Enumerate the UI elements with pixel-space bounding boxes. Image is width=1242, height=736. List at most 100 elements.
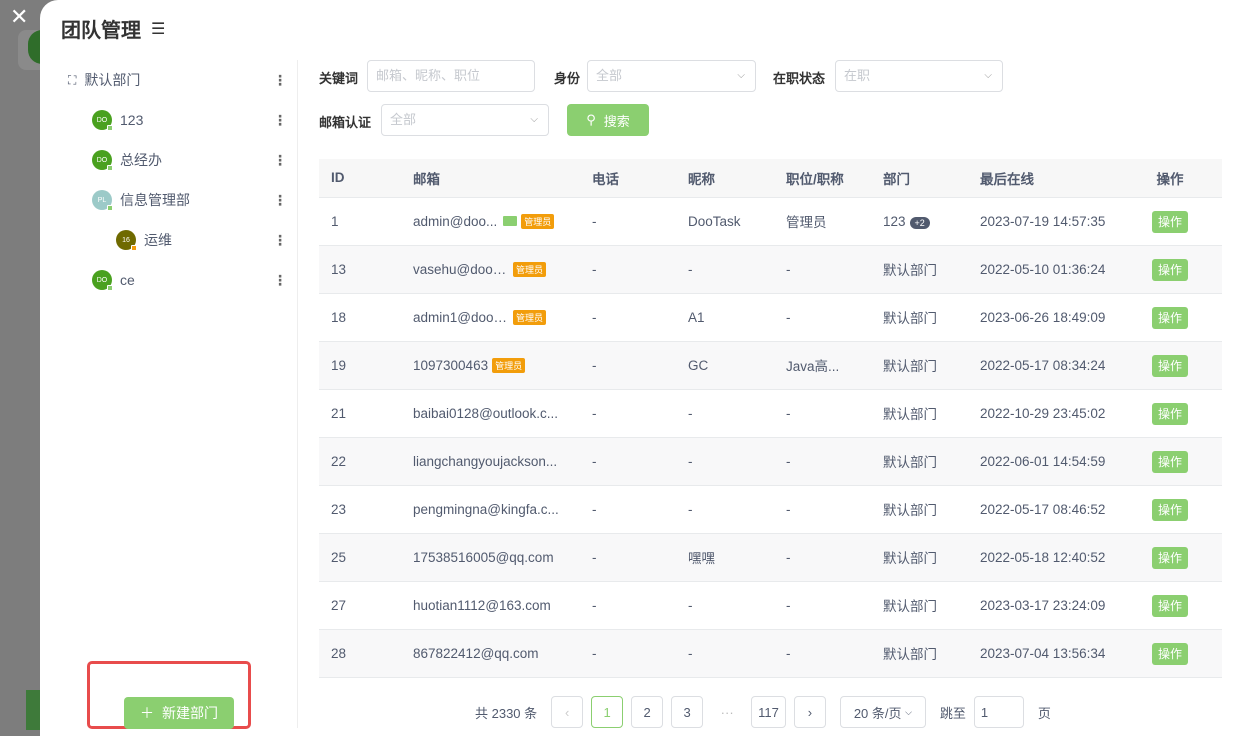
- sidebar-item-department[interactable]: DO ce ⋮: [92, 268, 287, 292]
- title-text: 团队管理: [61, 20, 141, 42]
- close-icon[interactable]: ✕: [10, 4, 29, 29]
- operate-button[interactable]: 操作: [1151, 210, 1188, 233]
- action-cell: 操作: [1118, 197, 1222, 246]
- operate-button[interactable]: 操作: [1151, 306, 1188, 329]
- avatar: DO: [92, 150, 113, 171]
- department-text: 默认部门: [883, 311, 937, 326]
- department-cell: 默认部门: [871, 245, 968, 294]
- background-button: [26, 690, 40, 730]
- identity-select[interactable]: 全部 ⌵: [587, 60, 756, 92]
- pagination-ellipsis[interactable]: ···: [720, 704, 734, 720]
- last-online-cell: 2023-07-04 13:56:34: [968, 629, 1118, 678]
- id-cell: 21: [319, 389, 401, 438]
- email-text: 867822412@qq.com: [413, 645, 539, 661]
- status-select[interactable]: 在职 ⌵: [835, 60, 1003, 92]
- new-department-button[interactable]: ＋ 新建部门: [124, 697, 234, 729]
- more-options-icon[interactable]: ⋮: [273, 151, 287, 168]
- sidebar-item-department[interactable]: PL 信息管理部 ⋮: [92, 188, 287, 212]
- department-text: 默认部门: [883, 359, 937, 374]
- nickname-cell: DooTask: [676, 197, 774, 246]
- search-button[interactable]: ⚲ 搜索: [567, 104, 649, 136]
- mail-verified-icon: [503, 216, 518, 227]
- department-cell: 默认部门: [871, 629, 968, 678]
- email-verify-select[interactable]: 全部 ⌵: [381, 104, 549, 136]
- more-options-icon[interactable]: ⋮: [273, 71, 287, 88]
- last-online-cell: 2022-06-01 14:54:59: [968, 437, 1118, 486]
- sidebar-item-department[interactable]: ⛶ 默认部门 ⋮: [68, 68, 287, 92]
- page-button[interactable]: 3: [671, 696, 704, 728]
- prev-page-button[interactable]: ‹: [551, 696, 584, 728]
- phone-cell: -: [580, 533, 676, 582]
- page-size-select[interactable]: 20 条/页 ⌵: [839, 696, 926, 728]
- action-cell: 操作: [1118, 437, 1222, 486]
- menu-toggle-icon[interactable]: ☰: [151, 20, 166, 38]
- id-cell: 1: [319, 197, 401, 246]
- action-cell: 操作: [1118, 533, 1222, 582]
- column-header: ID: [319, 159, 401, 198]
- column-header: 最后在线: [968, 159, 1118, 198]
- sidebar-item-department[interactable]: DO 总经办 ⋮: [92, 148, 287, 172]
- nickname-cell: GC: [676, 341, 774, 390]
- keyword-input[interactable]: 邮箱、昵称、职位: [367, 60, 535, 92]
- email-cell: pengmingna@kingfa.c...: [401, 485, 580, 534]
- action-cell: 操作: [1118, 293, 1222, 342]
- email-cell: 867822412@qq.com: [401, 629, 580, 678]
- more-options-icon[interactable]: ⋮: [273, 271, 287, 288]
- new-dept-label: 新建部门: [162, 705, 218, 721]
- operate-button[interactable]: 操作: [1151, 642, 1188, 665]
- more-options-icon[interactable]: ⋮: [273, 111, 287, 128]
- operate-button[interactable]: 操作: [1151, 450, 1188, 473]
- email-text: pengmingna@kingfa.c...: [413, 501, 559, 517]
- email-cell: 17538516005@qq.com: [401, 533, 580, 582]
- status-value: 在职: [844, 68, 871, 83]
- operate-button[interactable]: 操作: [1151, 546, 1188, 569]
- position-cell: 管理员: [774, 197, 871, 246]
- chevron-down-icon: ⌵: [737, 70, 745, 81]
- admin-tag: 管理员: [513, 261, 547, 277]
- avatar-text: PL: [97, 196, 107, 204]
- sidebar-item-department[interactable]: DO 123 ⋮: [92, 108, 287, 132]
- operate-button[interactable]: 操作: [1151, 498, 1188, 521]
- email-cell: admin1@doota... 管理员: [401, 293, 580, 342]
- operate-button[interactable]: 操作: [1151, 354, 1188, 377]
- jump-input[interactable]: 1: [973, 696, 1024, 728]
- department-text: 默认部门: [883, 551, 937, 566]
- department-sidebar: ⛶ 默认部门 ⋮ DO 123 ⋮ DO 总经办 ⋮ PL 信息管理部 ⋮ 16 运维 ⋮ DO ce ⋮: [60, 60, 298, 728]
- operate-button[interactable]: 操作: [1151, 594, 1188, 617]
- operate-button[interactable]: 操作: [1151, 402, 1188, 425]
- sidebar-item-department[interactable]: 16 运维 ⋮: [116, 228, 287, 252]
- email-text: huotian1112@163.com: [413, 597, 551, 613]
- avatar-text: 16: [122, 236, 130, 244]
- id-cell: 18: [319, 293, 401, 342]
- email-text: admin1@doota...: [413, 309, 509, 325]
- department-label: 总经办: [120, 152, 162, 168]
- department-label: 默认部门: [84, 72, 141, 88]
- phone-cell: -: [580, 293, 676, 342]
- search-label: 搜索: [603, 113, 630, 129]
- department-cell: 默认部门: [871, 533, 968, 582]
- more-options-icon[interactable]: ⋮: [273, 191, 287, 208]
- page-button[interactable]: 2: [631, 696, 664, 728]
- email-cell: admin@doo... 管理员: [401, 197, 580, 246]
- department-text: 默认部门: [883, 647, 937, 662]
- nickname-cell: 嘿嘿: [676, 533, 774, 582]
- operate-button[interactable]: 操作: [1151, 258, 1188, 281]
- email-cell: liangchangyoujackson...: [401, 437, 580, 486]
- nickname-cell: -: [676, 629, 774, 678]
- avatar-text: DO: [96, 156, 108, 164]
- next-page-button[interactable]: ›: [793, 696, 826, 728]
- id-cell: 27: [319, 581, 401, 630]
- action-cell: 操作: [1118, 341, 1222, 390]
- more-options-icon[interactable]: ⋮: [273, 231, 287, 248]
- phone-cell: -: [580, 197, 676, 246]
- id-cell: 22: [319, 437, 401, 486]
- id-cell: 19: [319, 341, 401, 390]
- email-text: liangchangyoujackson...: [413, 453, 558, 469]
- column-header: 昵称: [676, 159, 774, 198]
- page-button[interactable]: 1: [591, 696, 624, 728]
- table-row: 18 admin1@doota... 管理员 - A1 - 默认部门 2023-0…: [319, 293, 1222, 342]
- page-button[interactable]: 117: [751, 696, 786, 728]
- avatar: DO: [92, 270, 113, 291]
- department-label: 信息管理部: [120, 192, 190, 208]
- page-unit: 页: [1037, 705, 1051, 721]
